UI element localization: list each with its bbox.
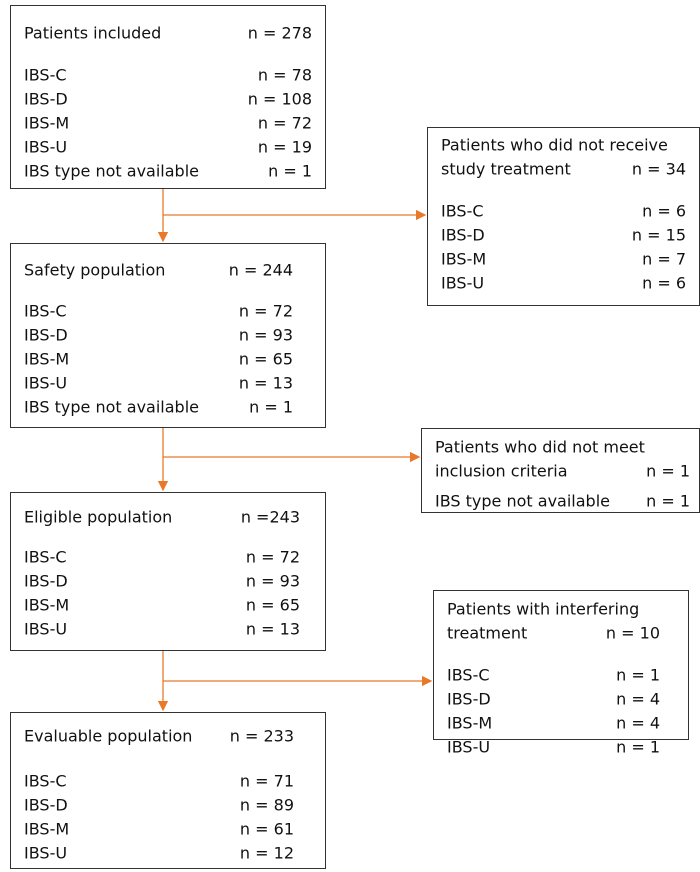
row-label: IBS-C [441,202,484,221]
box-count: n = 233 [230,727,294,746]
row-label: IBS-D [24,326,68,345]
row-label: IBS-U [441,274,484,293]
row-count: n = 7 [642,250,686,269]
box [421,428,700,513]
row-count: n = 1 [616,666,660,685]
row-count: n = 71 [240,772,294,791]
connectors [157,188,433,712]
row-count: n = 13 [246,620,300,639]
row-label: IBS-U [24,374,67,393]
box-count: n = 1 [646,462,690,481]
box-title: Patients with interfering [447,600,639,619]
box-count: n = 34 [632,160,686,179]
row-count: n = 1 [249,398,293,417]
row-label: IBS-D [24,90,68,109]
box-title: Safety population [24,261,165,280]
box [433,590,689,740]
row-label: IBS-D [447,690,491,709]
box-count: n = 10 [606,624,660,643]
row-label: IBS-C [24,772,67,791]
row-label: IBS-M [24,350,69,369]
row-label: IBS-U [24,844,67,863]
row-count: n = 1 [646,492,690,511]
box [10,5,326,189]
row-count: n = 1 [616,738,660,757]
row-count: n = 13 [239,374,293,393]
row-count: n = 12 [240,844,294,863]
box [10,243,326,428]
box-title: Evaluable population [24,727,192,746]
row-count: n = 15 [632,226,686,245]
row-count: n = 1 [268,162,312,181]
row-count: n = 6 [642,274,686,293]
row-count: n = 72 [258,114,312,133]
row-label: IBS-U [447,738,490,757]
row-label: IBS-D [441,226,485,245]
box-title: study treatment [441,160,571,179]
row-count: n = 65 [246,596,300,615]
box-count: n = 244 [229,261,293,280]
row-label: IBS-M [447,714,492,733]
row-label: IBS-M [24,596,69,615]
box-title: Patients who did not meet [435,438,645,457]
box-title: Patients included [24,24,161,43]
row-label: IBS-C [447,666,490,685]
row-count: n = 89 [240,796,294,815]
box-title: Patients who did not receive [441,136,668,155]
box-count: n = 278 [248,24,312,43]
row-count: n = 19 [258,138,312,157]
box [10,492,326,651]
row-label: IBS-U [24,138,67,157]
row-label: IBS-C [24,66,67,85]
row-count: n = 6 [642,202,686,221]
row-label: IBS-U [24,620,67,639]
row-label: IBS type not available [435,492,610,511]
row-label: IBS-M [24,820,69,839]
row-label: IBS-D [24,796,68,815]
row-count: n = 72 [239,302,293,321]
box [10,712,326,869]
row-label: IBS-C [24,548,67,567]
box-title: Eligible population [24,508,172,527]
row-count: n = 72 [246,548,300,567]
row-label: IBS-D [24,572,68,591]
box-count: n =243 [241,508,300,527]
row-count: n = 78 [258,66,312,85]
row-count: n = 4 [616,714,660,733]
row-count: n = 4 [616,690,660,709]
row-count: n = 61 [240,820,294,839]
box-title: treatment [447,624,527,643]
row-count: n = 93 [239,326,293,345]
row-count: n = 108 [248,90,312,109]
row-label: IBS-M [441,250,486,269]
row-label: IBS type not available [24,162,199,181]
row-count: n = 65 [239,350,293,369]
row-count: n = 93 [246,572,300,591]
box-title: inclusion criteria [435,462,568,481]
row-label: IBS type not available [24,398,199,417]
row-label: IBS-M [24,114,69,133]
row-label: IBS-C [24,302,67,321]
